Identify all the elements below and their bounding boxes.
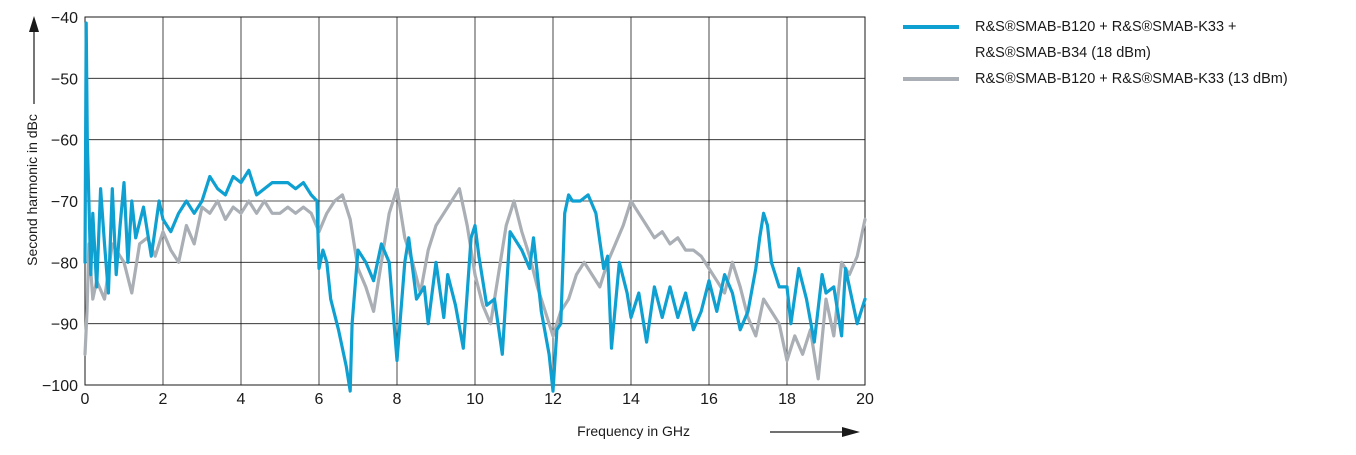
legend-swatch-series-1 <box>903 25 959 29</box>
x-tick-label: 6 <box>315 391 324 408</box>
legend-label-series-1-line2: R&S®SMAB-B34 (18 dBm) <box>975 40 1343 66</box>
legend-label-series-1-line1: R&S®SMAB-B120 + R&S®SMAB-K33 + <box>975 14 1343 40</box>
x-tick-label: 2 <box>159 391 168 408</box>
y-tick-label: −100 <box>42 378 78 395</box>
x-tick-label: 12 <box>544 391 562 408</box>
x-tick-label: 20 <box>856 391 874 408</box>
axis-layer: 0 2 4 6 8 10 12 14 16 18 20 −40 −50 −60 −70 −80 −90 −100 <box>42 10 874 408</box>
x-tick-label: 10 <box>466 391 484 408</box>
y-tick-label: −60 <box>51 133 78 150</box>
y-tick-label: −90 <box>51 317 78 334</box>
legend: R&S®SMAB-B120 + R&S®SMAB-K33 + R&S®SMAB-… <box>903 14 1343 92</box>
y-tick-label: −50 <box>51 71 78 88</box>
x-tick-label: 4 <box>237 391 246 408</box>
legend-swatch-series-2 <box>903 77 959 81</box>
x-axis-arrow-head <box>842 427 860 437</box>
x-axis-label: Frequency in GHz <box>577 423 690 439</box>
y-axis-arrow-head <box>29 16 39 32</box>
y-tick-label: −40 <box>51 10 78 27</box>
x-tick-label: 16 <box>700 391 718 408</box>
legend-label-series-2: R&S®SMAB-B120 + R&S®SMAB-K33 (13 dBm) <box>975 66 1343 92</box>
x-tick-label: 8 <box>393 391 402 408</box>
x-tick-label: 14 <box>622 391 640 408</box>
legend-item-series-2: R&S®SMAB-B120 + R&S®SMAB-K33 (13 dBm) <box>903 66 1343 92</box>
x-tick-label: 18 <box>778 391 796 408</box>
y-tick-label: −80 <box>51 255 78 272</box>
y-axis-label: Second harmonic in dBc <box>24 114 40 266</box>
x-tick-label: 0 <box>81 391 90 408</box>
y-tick-label: −70 <box>51 194 78 211</box>
legend-item-series-1: R&S®SMAB-B120 + R&S®SMAB-K33 + R&S®SMAB-… <box>903 14 1343 66</box>
